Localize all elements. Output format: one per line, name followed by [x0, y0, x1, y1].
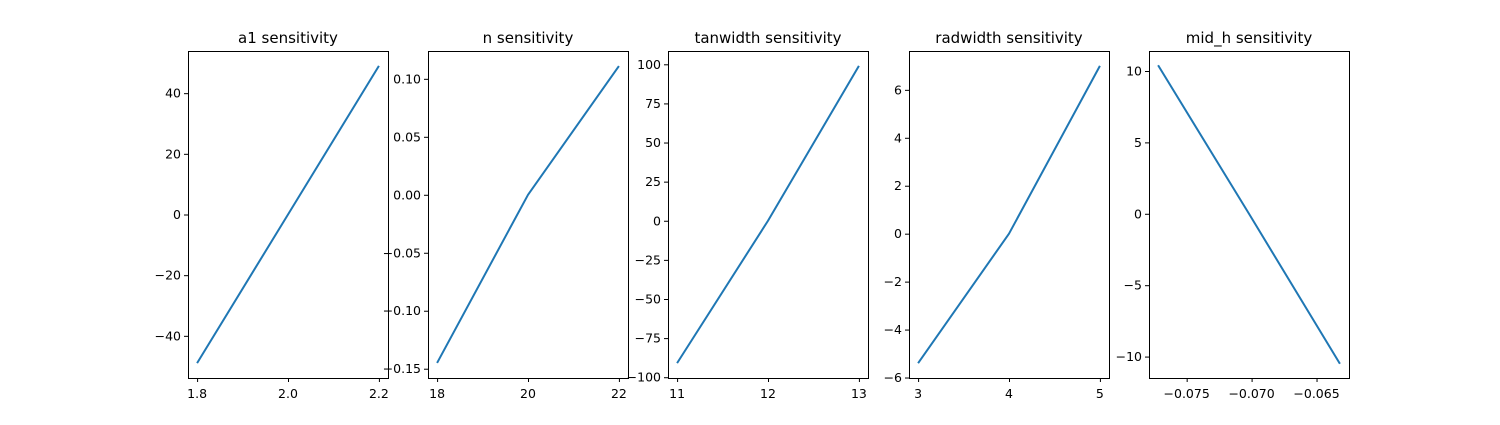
series-line: [196, 65, 380, 364]
y-tick-label: −0.15: [383, 361, 421, 376]
x-tick-label: −0.075: [1164, 386, 1210, 401]
x-tick-label: 2.0: [278, 386, 298, 401]
x-tick-label: 2.2: [369, 386, 389, 401]
plot-frame: [668, 51, 869, 379]
y-tick-label: −100: [627, 370, 661, 385]
x-tick-label: 11: [669, 386, 685, 401]
y-tick-label: 5: [1134, 135, 1142, 150]
subplot-mid-h: mid_h sensitivity −0.075 −0.070 −0.065 10 5 0…: [1116, 29, 1350, 401]
series-line: [917, 65, 1101, 364]
y-tick-label: 0.00: [393, 187, 421, 202]
y-tick-label: −25: [635, 252, 661, 267]
x-tick-label: 18: [429, 386, 445, 401]
y-tick-label: 0: [173, 207, 181, 222]
y-tick-label: 4: [894, 130, 902, 145]
x-tick-label: −0.070: [1228, 386, 1274, 401]
plot-frame: [188, 51, 389, 379]
subplot-radwidth: radwidth sensitivity 3 4 5 6 4 2 0 −2 −4 −6: [884, 29, 1110, 401]
y-tick-label: 100: [637, 57, 661, 72]
subplot-title: mid_h sensitivity: [1186, 29, 1313, 48]
y-tick-label: 0: [653, 213, 661, 228]
y-tick-label: 2: [894, 178, 902, 193]
y-tick-label: 40: [165, 86, 181, 101]
y-tick-label: −0.10: [383, 303, 421, 318]
subplot-n: n sensitivity 18 20 22 0.10 0.05 0.00 −0.05 −0.…: [383, 29, 629, 401]
x-tick-label: 5: [1096, 386, 1104, 401]
subplot-title: n sensitivity: [483, 29, 574, 47]
x-tick-label: −0.065: [1293, 386, 1339, 401]
y-tick-label: 10: [1126, 63, 1142, 78]
plot-frame: [1149, 51, 1350, 379]
subplot-marks: 1.8 2.0 2.2 40 20 0 −20 −40: [155, 65, 389, 401]
x-tick-label: 1.8: [187, 386, 207, 401]
subplot-title: radwidth sensitivity: [935, 29, 1083, 47]
subplot-marks: −0.075 −0.070 −0.065 10 5 0 −5 −10: [1116, 63, 1341, 401]
y-tick-label: −5: [1124, 278, 1142, 293]
y-tick-label: 20: [165, 146, 181, 161]
y-tick-label: 0.05: [393, 129, 421, 144]
series-line: [436, 65, 620, 364]
x-tick-label: 3: [914, 386, 922, 401]
y-tick-label: 0: [894, 226, 902, 241]
subplot-a1: a1 sensitivity 1.8 2.0 2.2 40 20 0 −20 −40: [155, 29, 389, 401]
subplot-title: a1 sensitivity: [238, 29, 338, 47]
y-tick-label: 75: [645, 96, 661, 111]
y-tick-label: 0: [1134, 206, 1142, 221]
series-line: [676, 65, 860, 364]
x-tick-label: 12: [760, 386, 776, 401]
x-tick-label: 22: [611, 386, 627, 401]
subplot-tanwidth: tanwidth sensitivity 11 12 13 100 75 50 25 0 −25…: [627, 29, 869, 401]
y-tick-label: −0.05: [383, 245, 421, 260]
y-tick-label: −50: [635, 291, 661, 306]
y-tick-label: 25: [645, 174, 661, 189]
plot-frame: [428, 51, 629, 379]
subplot-marks: 18 20 22 0.10 0.05 0.00 −0.05 −0.10 −0.15: [383, 65, 627, 401]
y-tick-label: −4: [884, 322, 902, 337]
y-tick-label: −2: [884, 274, 902, 289]
y-tick-label: −75: [635, 331, 661, 346]
y-tick-label: −20: [155, 268, 181, 283]
y-tick-label: −40: [155, 328, 181, 343]
x-tick-label: 13: [851, 386, 867, 401]
y-tick-label: 6: [894, 82, 902, 97]
x-tick-label: 20: [520, 386, 536, 401]
subplot-marks: 11 12 13 100 75 50 25 0 −25 −50 −75 −100: [627, 57, 867, 401]
plot-frame: [909, 51, 1110, 379]
y-tick-label: −6: [884, 370, 902, 385]
subplot-title: tanwidth sensitivity: [694, 29, 841, 47]
subplot-marks: 3 4 5 6 4 2 0 −2 −4 −6: [884, 65, 1104, 401]
y-tick-label: 0.10: [393, 71, 421, 86]
y-tick-label: 50: [645, 135, 661, 150]
y-tick-label: −10: [1116, 349, 1142, 364]
series-line: [1157, 64, 1341, 365]
x-tick-label: 4: [1005, 386, 1013, 401]
